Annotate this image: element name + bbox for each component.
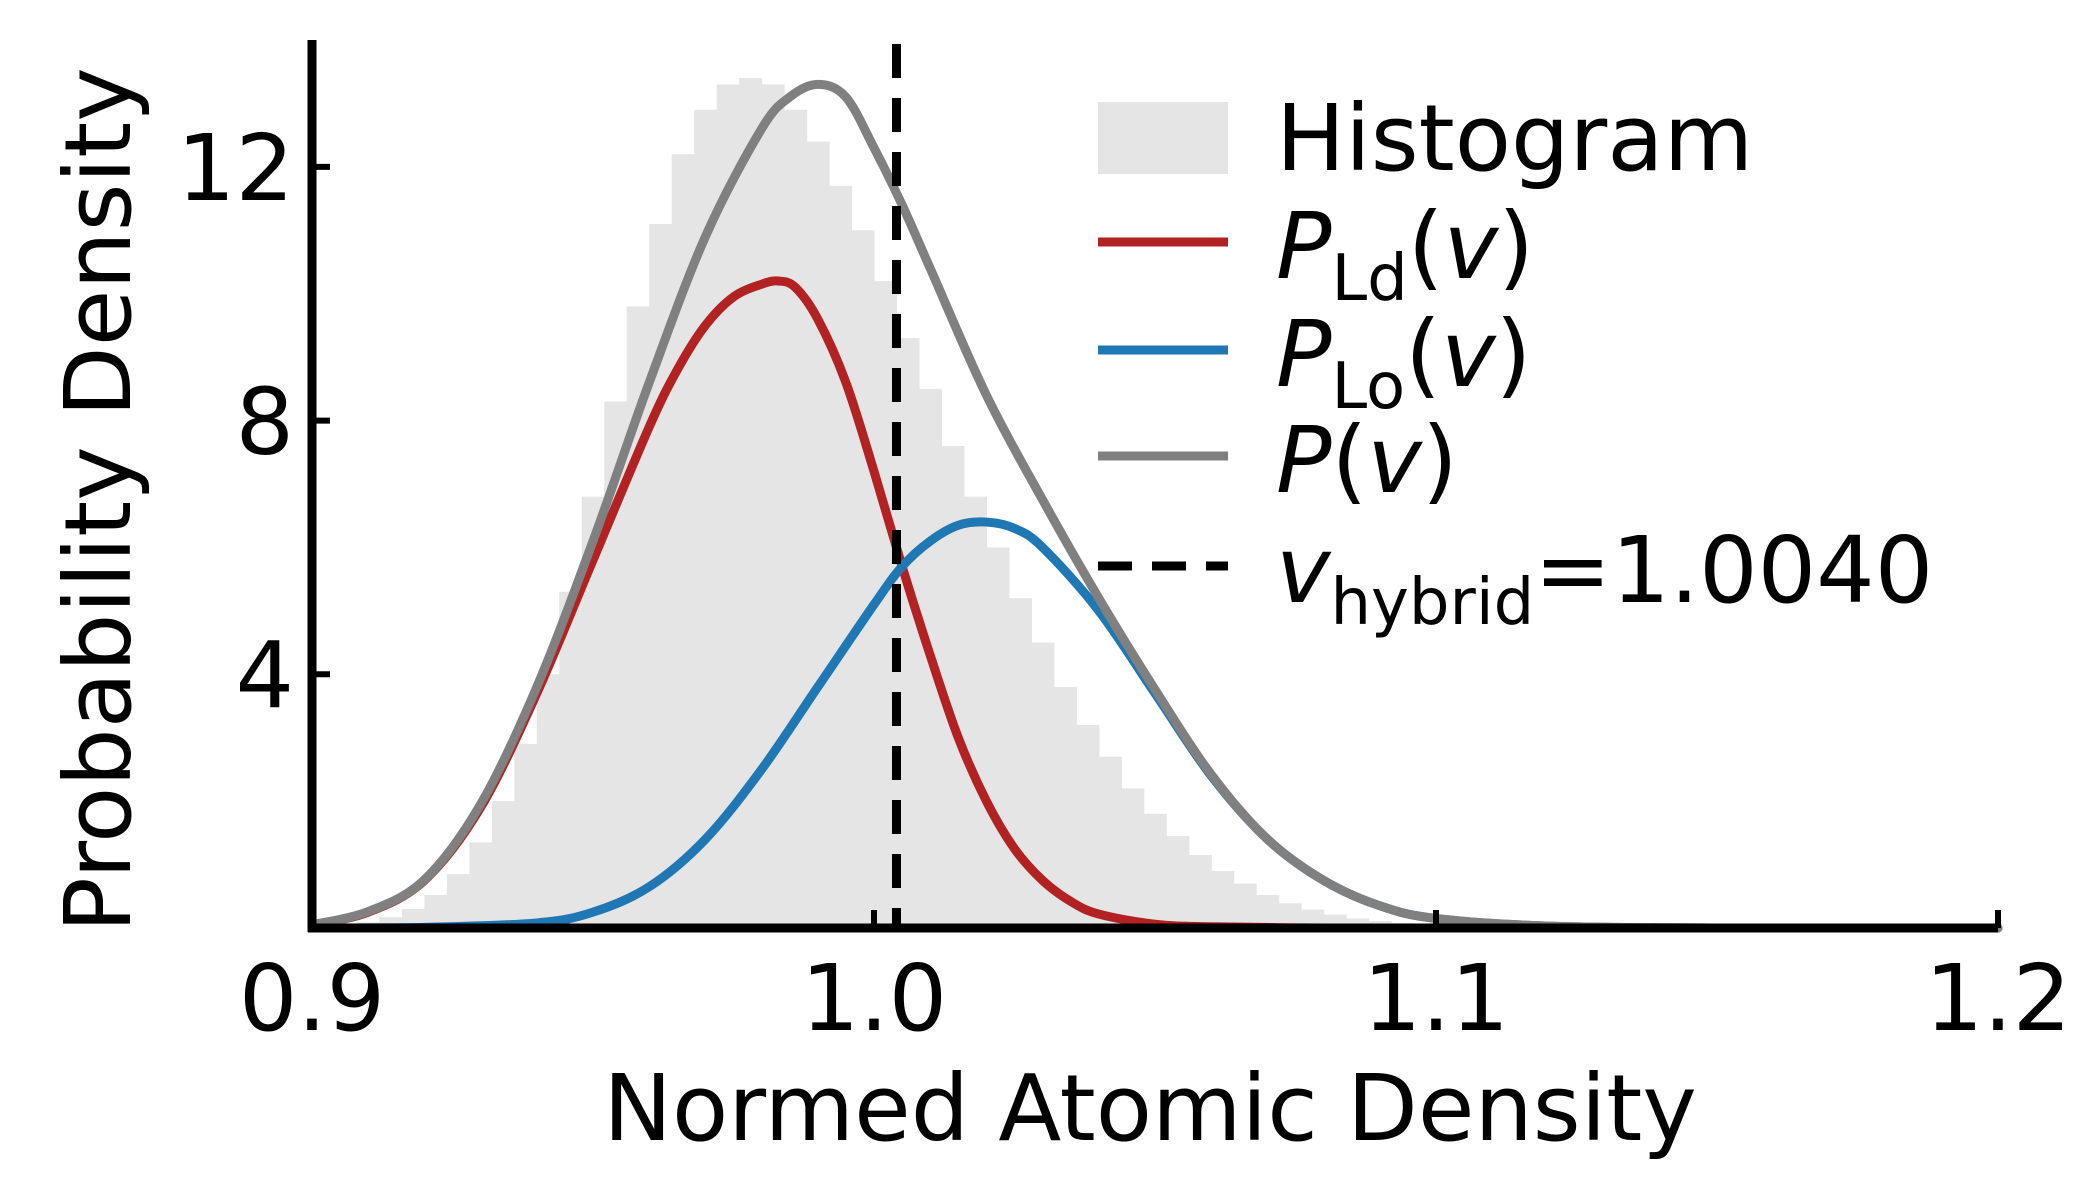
histogram-bar [1008, 598, 1032, 928]
x-tick-label: 1.1 [1363, 945, 1509, 1052]
x-tick-label: 1.2 [1925, 945, 2071, 1052]
histogram-bar [536, 674, 560, 928]
histogram-bar [1166, 836, 1190, 928]
legend-symbol: P [1276, 301, 1332, 408]
y-tick-label: 8 [235, 369, 294, 476]
histogram-bar [896, 338, 920, 929]
histogram-bar [1031, 642, 1055, 928]
histogram-bar [446, 874, 470, 928]
legend-argument: (v) [1408, 193, 1534, 300]
legend-label: Histogram [1276, 85, 1753, 192]
histogram-bar [1098, 756, 1122, 928]
y-tick-label: 12 [177, 115, 294, 222]
histogram-bar [424, 895, 448, 928]
legend-swatch-histogram [1098, 102, 1228, 174]
histogram-bar [941, 445, 965, 928]
histogram-bar [379, 917, 403, 928]
histogram-bar [761, 84, 785, 928]
y-tick-label: 4 [235, 622, 294, 729]
legend-symbol: P [1276, 407, 1332, 514]
legend-argument: (v) [1405, 301, 1531, 408]
legend-label: P(v) [1276, 407, 1458, 514]
ticks: 0.9 1.0 1.1 1.2 4 8 12 [177, 115, 2071, 1052]
histogram-bar [1256, 895, 1280, 928]
histogram-bar [963, 496, 987, 928]
histogram-bar [806, 141, 830, 928]
axes [307, 40, 1998, 933]
histogram-bar [986, 547, 1010, 928]
histogram-bar [1121, 788, 1145, 928]
legend-label: PLd(v) [1276, 193, 1534, 316]
x-axis-title: Normed Atomic Density [603, 1055, 1697, 1162]
x-tick-label: 0.9 [239, 945, 385, 1052]
histogram-bar [559, 591, 583, 928]
x-tick-label: 1.0 [801, 945, 947, 1052]
histogram-bar [1076, 725, 1100, 928]
series-line-p-v [307, 79, 2003, 933]
histogram-bar [851, 230, 875, 929]
histogram-bar [1211, 870, 1235, 928]
histogram-bar [604, 401, 628, 928]
histogram-bar [1346, 918, 1370, 928]
legend-subscript: hybrid [1330, 566, 1534, 640]
legend-argument: =1.0040 [1534, 517, 1933, 624]
histogram-bar [784, 109, 808, 929]
legend-subscript: Lo [1331, 350, 1405, 424]
legend-subscript: Ld [1331, 242, 1407, 316]
histogram-bar [829, 185, 853, 928]
histogram-bar [514, 744, 538, 928]
histogram-bar [1053, 686, 1077, 928]
legend-label: vhybrid=1.0040 [1276, 517, 1933, 640]
histogram-bar [581, 496, 605, 928]
legend-symbol: P [1276, 193, 1332, 300]
histogram [312, 78, 1774, 929]
histogram-bar [469, 842, 493, 928]
y-axis-title: Probability Density [45, 67, 152, 932]
legend-symbol: v [1276, 517, 1332, 624]
histogram-bar [1233, 883, 1257, 928]
legend-argument: (v) [1331, 407, 1457, 514]
histogram-bar [1188, 855, 1212, 928]
histogram-bar [1278, 903, 1302, 928]
histogram-bar [491, 801, 515, 928]
histogram-bar [1143, 813, 1167, 928]
histogram-bar [874, 281, 898, 928]
legend-label: PLo(v) [1276, 301, 1531, 424]
